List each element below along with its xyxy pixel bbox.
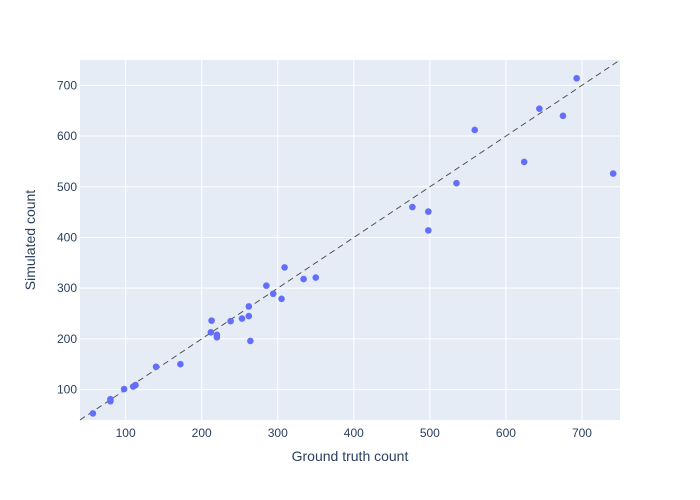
data-point [247,337,254,345]
data-point [409,203,416,211]
data-point [300,275,307,283]
data-point [471,126,479,134]
data-point [177,360,184,368]
y-tick-label: 600 [57,129,77,143]
data-point [89,410,97,417]
data-point [312,274,320,281]
x-tick-label: 700 [572,426,592,440]
data-point [120,385,128,393]
data-point [609,170,617,177]
data-point [281,264,288,271]
data-point [238,315,246,322]
data-point [208,317,215,324]
data-point [573,74,580,82]
data-points [89,74,617,417]
data-point [520,158,528,166]
y-axis-ticks: 100 200 300 400 500 600 700 [57,78,77,396]
identity-reference-line [79,59,621,421]
x-tick-label: 200 [192,426,212,440]
data-point [152,363,160,371]
data-point [132,381,139,389]
x-tick-label: 400 [344,426,364,440]
data-point [536,105,543,112]
y-tick-label: 700 [57,78,77,92]
y-tick-label: 500 [57,180,77,194]
data-point [213,334,221,341]
data-point [278,295,285,303]
y-tick-label: 100 [57,383,77,397]
y-axis-title: Simulated count [22,190,38,291]
data-point [425,227,432,234]
x-axis-title: Ground truth count [292,448,409,464]
data-point [263,282,270,289]
data-point [227,317,234,325]
x-tick-label: 100 [116,426,136,440]
data-point [207,328,215,336]
data-point [245,303,253,310]
grid-lines [80,60,620,420]
x-axis-ticks: 100 200 300 400 500 600 700 [116,426,593,440]
x-tick-label: 600 [496,426,516,440]
data-point [245,312,253,320]
y-tick-label: 200 [57,332,77,346]
y-tick-label: 400 [57,230,77,244]
x-tick-label: 500 [420,426,440,440]
data-point [425,208,432,215]
x-tick-label: 300 [268,426,288,440]
data-point [453,179,460,187]
y-tick-label: 300 [57,281,77,295]
data-point [269,290,277,298]
data-point [107,395,114,403]
data-point [559,112,567,120]
